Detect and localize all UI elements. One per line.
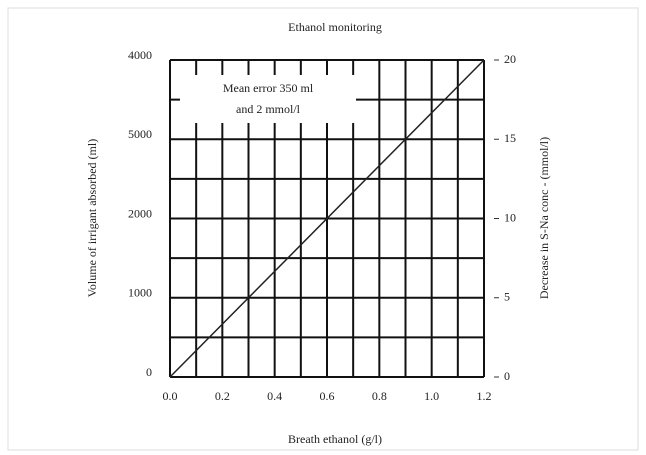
y-tick-label: 1000 [128,286,152,300]
y-tick-label: 0 [146,365,152,379]
x-tick-label: 0.8 [372,389,387,403]
y2-tick-label: 20 [504,52,516,66]
x-tick-label: 0.4 [267,389,282,403]
x-tick-label: 0.2 [215,389,230,403]
annotation-box [180,75,356,123]
y2-axis-label: Decrease in S-Na conc - (mmol/l) [537,137,551,299]
x-tick-label: 1.2 [477,389,492,403]
annotation: and 2 mmol/l [236,102,301,116]
x-axis-label: Breath ethanol (g/l) [288,432,382,446]
x-tick-label: 0.6 [320,389,335,403]
y-axis-label: Volume of irrigant absorbed (ml) [85,139,99,297]
annotation: Mean error 350 ml [223,81,314,95]
x-tick-label: 1.0 [424,389,439,403]
y-tick-label: 5000 [128,127,152,141]
y2-tick-label: 0 [504,369,510,383]
y2-tick-label: 10 [504,210,516,224]
x-tick-label: 0.0 [163,389,178,403]
data-line [169,59,485,378]
y-tick-label: 2000 [128,206,152,220]
y-tick-label: 4000 [128,48,152,62]
chart-title: Ethanol monitoring [288,20,382,34]
y2-tick-label: 15 [504,131,516,145]
y2-tick-label: 5 [504,290,510,304]
frame [7,7,639,451]
